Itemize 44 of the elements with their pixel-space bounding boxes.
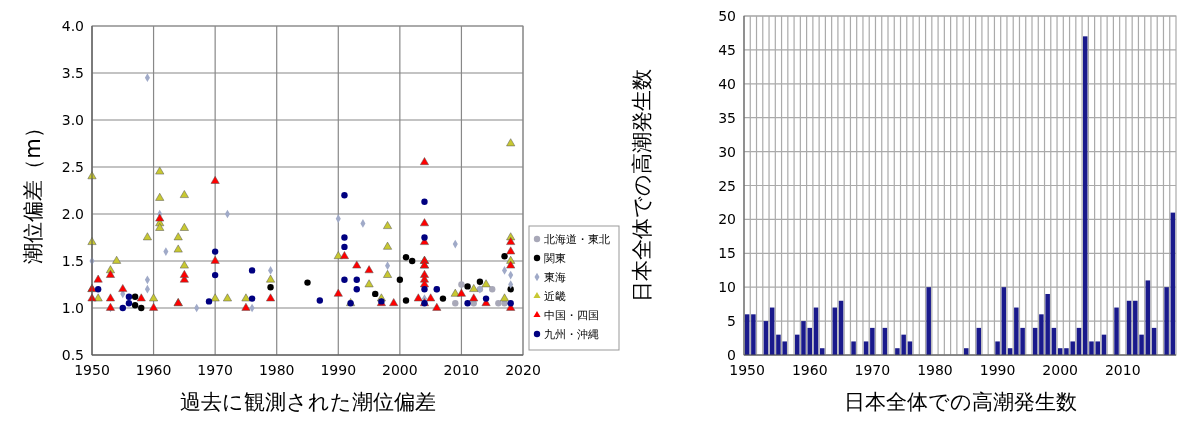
x-tick-label: 2020	[505, 362, 541, 378]
x-tick-label: 1980	[258, 362, 295, 378]
y-tick-label: 25	[718, 177, 736, 194]
y-tick-label: 15	[718, 245, 736, 262]
y-tick-label: 3.5	[61, 65, 84, 81]
y-tick-label: 5	[727, 313, 736, 330]
x-tick-label: 1960	[791, 362, 828, 378]
x-tick-label: 1950	[74, 362, 110, 378]
y-tick-label: 2.0	[61, 206, 84, 222]
x-tick-label: 1950	[729, 362, 765, 378]
y-tick-label: 0	[727, 347, 736, 363]
y-tick-label: 3.0	[61, 112, 84, 128]
y-tick-label: 20	[718, 211, 736, 228]
y-tick-label: 1.0	[61, 300, 84, 316]
y-tick-label: 10	[718, 279, 736, 296]
y-tick-label: 30	[718, 143, 736, 160]
y-tick-label: 45	[718, 41, 736, 58]
x-tick-label: 1970	[854, 362, 891, 378]
x-tick-label: 2000	[1042, 362, 1078, 378]
y-tick-label: 4.0	[61, 18, 84, 34]
legend-label: 関東	[544, 252, 566, 265]
x-axis-title: 日本全体での高潮発生数	[843, 390, 1077, 414]
y-tick-label: 2.5	[61, 159, 84, 175]
y-tick-label: 40	[718, 75, 736, 92]
x-tick-label: 2010	[1104, 362, 1141, 378]
x-axis-title: 過去に観測された潮位偏差	[179, 390, 436, 414]
y-tick-label: 35	[718, 109, 736, 126]
y-axis-title: 日本全体での高潮発生数	[630, 69, 654, 302]
x-tick-label: 1980	[917, 362, 953, 378]
legend-label: 中国・四国	[544, 309, 599, 322]
x-tick-label: 1990	[320, 362, 357, 378]
x-tick-label: 1990	[979, 362, 1016, 378]
legend-label: 東海	[544, 271, 566, 284]
legend-label: 北海道・東北	[544, 233, 610, 246]
x-tick-label: 2010	[443, 362, 480, 378]
x-tick-label: 1970	[197, 362, 233, 378]
y-tick-label: 0.5	[61, 347, 84, 363]
legend-label: 近畿	[544, 290, 566, 303]
y-tick-label: 50	[718, 8, 736, 24]
y-tick-label: 1.5	[61, 253, 84, 269]
y-axis-title: 潮位偏差（m）	[21, 117, 45, 264]
x-tick-label: 2000	[382, 362, 418, 378]
legend-label: 九州・沖縄	[544, 328, 599, 341]
x-tick-label: 1960	[135, 362, 172, 378]
